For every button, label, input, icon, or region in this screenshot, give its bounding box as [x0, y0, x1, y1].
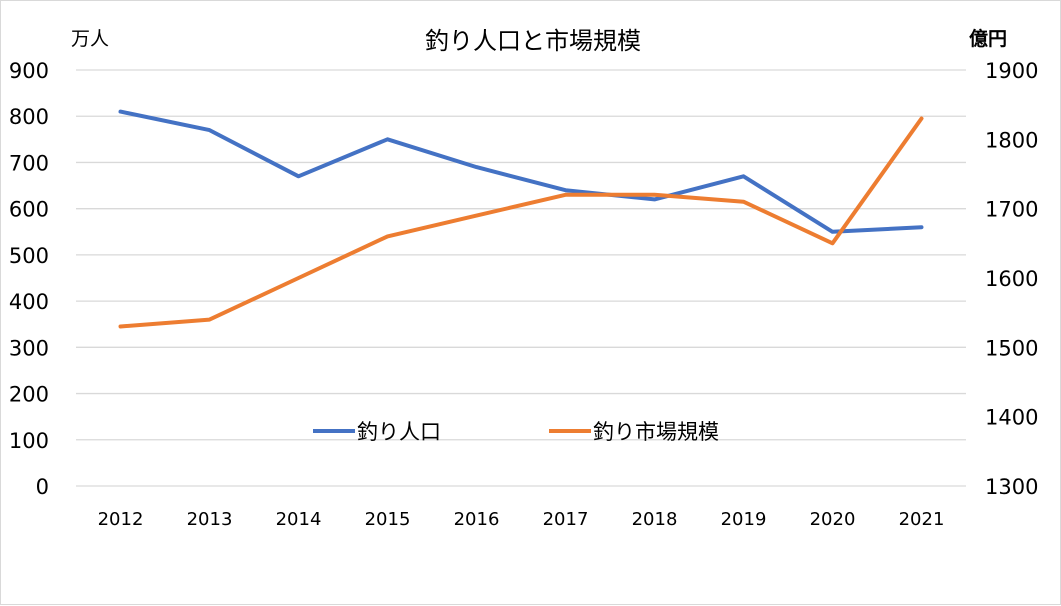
data-point: [208, 318, 211, 322]
data-point: [920, 117, 923, 121]
data-point: [564, 193, 567, 197]
data-point: [564, 188, 567, 192]
data-point: [475, 165, 478, 169]
legend: 釣り人口 釣り市場規模: [313, 420, 719, 444]
right-tick-label: 1300: [985, 475, 1038, 499]
data-point: [475, 214, 478, 218]
left-tick-label: 100: [9, 429, 49, 453]
data-point: [297, 276, 300, 280]
data-point: [208, 128, 211, 132]
x-tick-label: 2016: [454, 509, 500, 530]
x-tick-label: 2014: [276, 509, 322, 530]
left-tick-label: 600: [9, 198, 49, 222]
left-axis-unit: 万人: [71, 28, 109, 50]
right-axis-ticks: 1300 1400 1500 1600 1700 1800 1900: [985, 59, 1038, 499]
x-tick-label: 2012: [98, 509, 144, 530]
gridlines: [76, 69, 966, 487]
x-tick-label: 2021: [899, 509, 945, 530]
right-axis-unit: 億円: [969, 27, 1007, 50]
x-tick-label: 2019: [721, 509, 767, 530]
left-tick-label: 500: [9, 244, 49, 268]
right-tick-label: 1400: [985, 406, 1038, 430]
left-tick-label: 900: [9, 59, 49, 83]
data-point: [119, 325, 122, 329]
data-point: [742, 200, 745, 204]
data-point: [653, 197, 656, 201]
left-tick-label: 0: [36, 475, 49, 499]
series-line-1: [118, 116, 924, 329]
data-point: [742, 174, 745, 178]
legend-label-market: 釣り市場規模: [593, 420, 719, 444]
series-lines: [118, 109, 924, 329]
data-point: [920, 225, 923, 229]
data-point: [831, 241, 834, 245]
right-tick-label: 1800: [985, 128, 1038, 152]
data-point: [386, 234, 389, 238]
left-tick-label: 300: [9, 336, 49, 360]
x-tick-label: 2018: [632, 509, 678, 530]
data-point: [386, 137, 389, 141]
right-tick-label: 1900: [985, 59, 1038, 83]
left-tick-label: 700: [9, 151, 49, 175]
left-tick-label: 200: [9, 383, 49, 407]
x-tick-label: 2017: [543, 509, 589, 530]
right-tick-label: 1600: [985, 267, 1038, 291]
left-tick-label: 400: [9, 290, 49, 314]
x-tick-label: 2013: [187, 509, 233, 530]
x-axis-ticks: 2012 2013 2014 2015 2016 2017 2018 2019 2020 2021: [98, 509, 945, 530]
right-tick-label: 1500: [985, 336, 1038, 360]
left-axis-ticks: 0 100 200 300 400 500 600 700 800 900: [9, 59, 49, 499]
right-tick-label: 1700: [985, 198, 1038, 222]
series-line-0: [118, 109, 924, 234]
data-point: [831, 230, 834, 234]
data-point: [653, 193, 656, 197]
left-tick-label: 800: [9, 105, 49, 129]
data-point: [119, 110, 122, 114]
x-tick-label: 2015: [365, 509, 411, 530]
chart-title: 釣り人口と市場規模: [425, 27, 641, 55]
legend-label-population: 釣り人口: [357, 420, 441, 444]
x-tick-label: 2020: [810, 509, 856, 530]
data-point: [297, 174, 300, 178]
